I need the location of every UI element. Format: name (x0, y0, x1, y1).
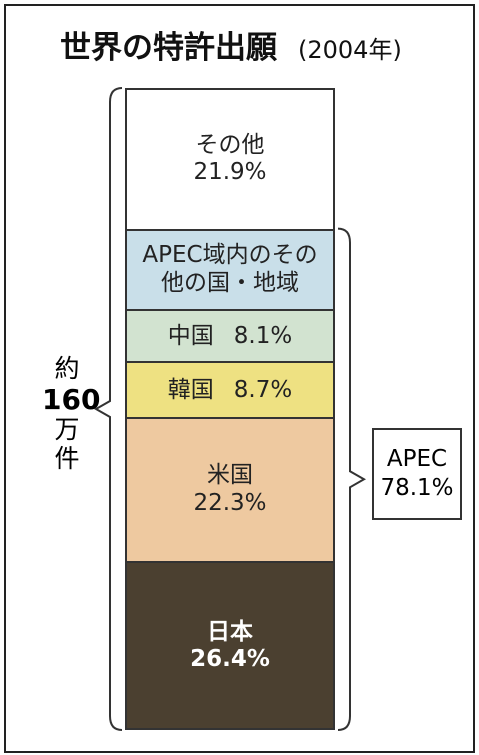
segment-label: 米国 (207, 462, 253, 489)
apec-note: APEC 78.1% (372, 428, 462, 520)
total-note-line: 約 (54, 354, 80, 383)
total-note-line: 160 (42, 382, 101, 416)
segment-label: その他 (195, 131, 265, 158)
segment: 韓国 8.7% (125, 361, 335, 418)
apec-bracket (337, 227, 367, 731)
segment-value: 8.7% (233, 376, 293, 403)
segment: その他 21.9% (125, 88, 335, 229)
segment-label: 韓国 (167, 376, 214, 403)
segment: 米国 22.3% (125, 417, 335, 561)
apec-name: APEC (386, 446, 448, 473)
segment-label: 中国 (167, 322, 214, 349)
segment: 中国 8.1% (125, 309, 335, 362)
chart-title: 世界の特許出願 (60, 30, 277, 66)
total-bracket (93, 87, 123, 731)
frame (4, 4, 475, 753)
chart-subtitle: (2004年) (298, 36, 402, 64)
apec-share: 78.1% (380, 475, 454, 501)
segment-value: 22.3% (193, 489, 267, 516)
total-note: 約 160 万件 (42, 354, 101, 473)
segment: APEC域内のその他の国・地域 (125, 228, 335, 310)
segment-value: 8.1% (233, 322, 293, 349)
segment-label: APEC域内のその他の国・地域 (142, 242, 318, 297)
segment-label: 日本 (207, 618, 253, 645)
total-note-line: 万 (54, 414, 80, 444)
segment-value: 21.9% (193, 159, 267, 186)
segment: 日本 26.4% (125, 560, 335, 730)
segment-value: 26.4% (190, 646, 270, 673)
total-note-line: 件 (54, 443, 80, 473)
